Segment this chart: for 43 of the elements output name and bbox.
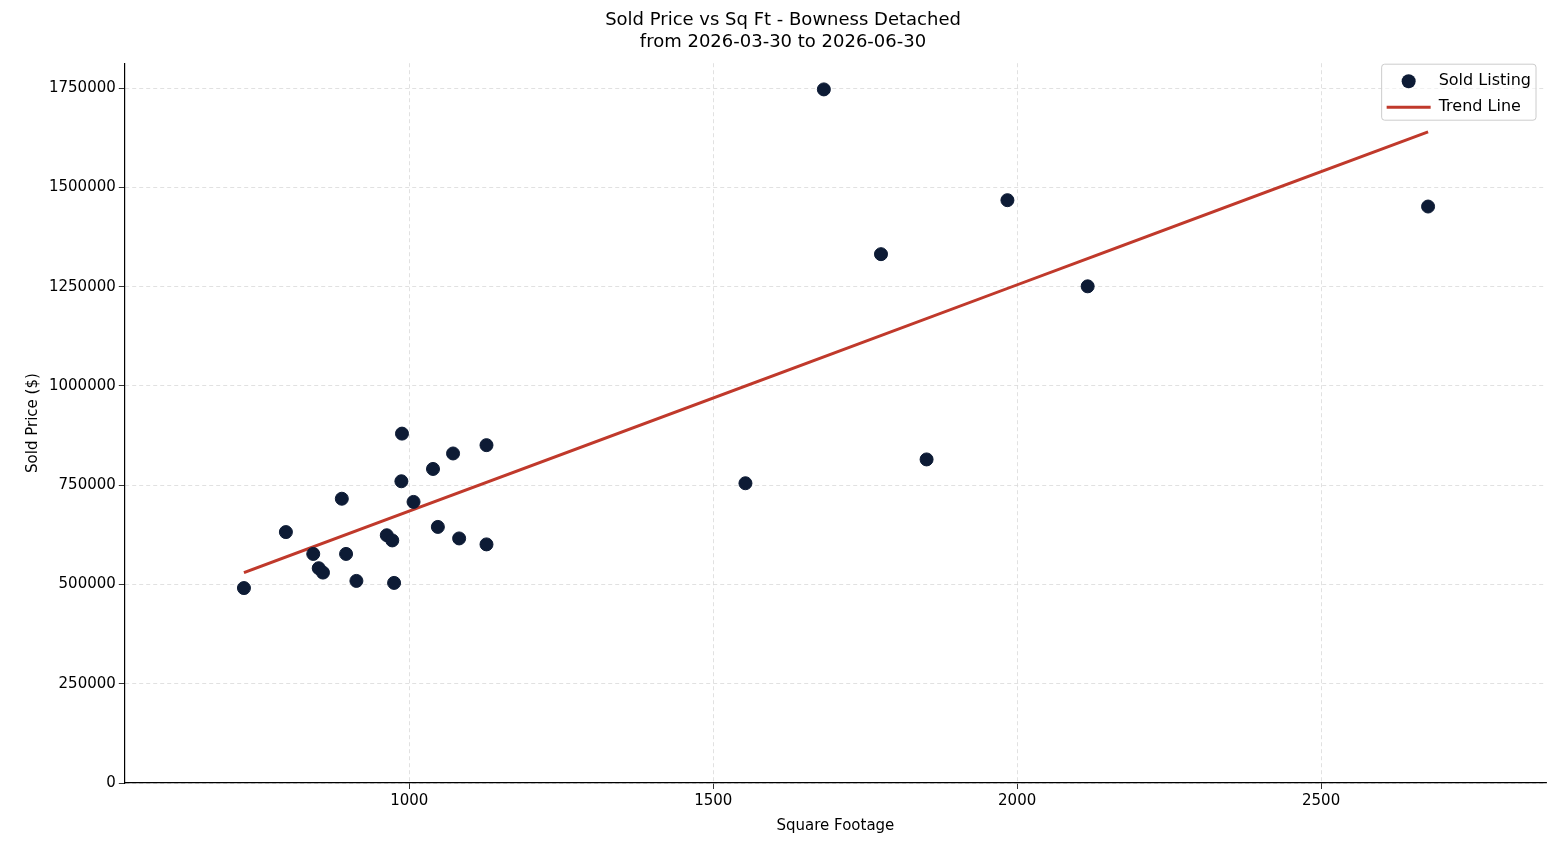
legend-label: Sold Listing — [1438, 70, 1531, 90]
y-tick-label: 0 — [106, 772, 116, 791]
point — [452, 531, 467, 546]
point — [919, 452, 934, 467]
y-axis-title: Sold Price ($) — [22, 373, 41, 473]
y-tick-label: 1000000 — [48, 375, 116, 394]
point — [430, 519, 445, 534]
point — [1000, 193, 1015, 208]
y-tick-label: 250000 — [58, 673, 116, 692]
y-tick-label: 500000 — [58, 574, 116, 593]
point — [479, 438, 494, 453]
point — [306, 546, 321, 561]
y-tick-label: 1750000 — [48, 78, 116, 97]
legend-label: Trend Line — [1437, 96, 1521, 116]
chart-title: Sold Price vs Sq Ft - Bowness Detached — [605, 8, 961, 30]
point — [394, 474, 409, 489]
point — [236, 581, 251, 596]
y-tick-label: 1500000 — [48, 177, 116, 196]
point — [406, 494, 421, 509]
point — [334, 491, 349, 506]
point — [394, 426, 409, 441]
y-tick-label: 1250000 — [48, 276, 116, 295]
point — [816, 82, 831, 97]
x-tick-label: 2500 — [1301, 790, 1341, 809]
point — [479, 537, 494, 552]
y-tick-label: 750000 — [58, 475, 116, 494]
point — [1080, 279, 1095, 294]
point — [738, 476, 753, 491]
x-tick-label: 1000 — [390, 790, 429, 809]
x-tick-label: 2000 — [998, 790, 1037, 809]
point — [1421, 199, 1436, 214]
point — [385, 533, 400, 548]
point — [349, 573, 364, 588]
point — [278, 525, 293, 540]
point — [873, 247, 888, 262]
point — [387, 575, 402, 590]
point — [446, 446, 461, 461]
chart-subtitle: from 2026-03-30 to 2026-06-30 — [639, 30, 927, 52]
x-axis-title: Square Footage — [776, 815, 895, 834]
point — [425, 461, 440, 476]
point — [315, 565, 330, 580]
x-tick-label: 1500 — [694, 790, 733, 809]
point — [339, 546, 354, 561]
